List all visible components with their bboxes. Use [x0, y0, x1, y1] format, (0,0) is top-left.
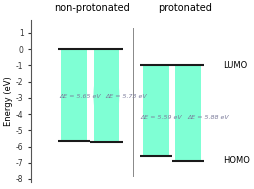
Text: non-protonated: non-protonated — [55, 4, 130, 13]
Y-axis label: Energy (eV): Energy (eV) — [4, 76, 13, 126]
Text: protonated: protonated — [158, 4, 212, 13]
Text: ΔE = 5.73 eV: ΔE = 5.73 eV — [105, 94, 147, 99]
Text: LUMO: LUMO — [223, 61, 247, 70]
Text: ΔE = 5.65 eV: ΔE = 5.65 eV — [59, 94, 101, 99]
Bar — [143, 65, 169, 156]
Polygon shape — [175, 65, 201, 161]
Polygon shape — [61, 49, 87, 141]
Polygon shape — [93, 49, 119, 142]
Text: ΔE = 5.59 eV: ΔE = 5.59 eV — [141, 115, 182, 120]
Text: HOMO: HOMO — [223, 156, 250, 165]
Bar — [93, 49, 119, 142]
Polygon shape — [143, 65, 169, 156]
Text: ΔE = 5.88 eV: ΔE = 5.88 eV — [187, 115, 229, 120]
Bar — [61, 49, 87, 141]
Bar — [175, 65, 201, 161]
